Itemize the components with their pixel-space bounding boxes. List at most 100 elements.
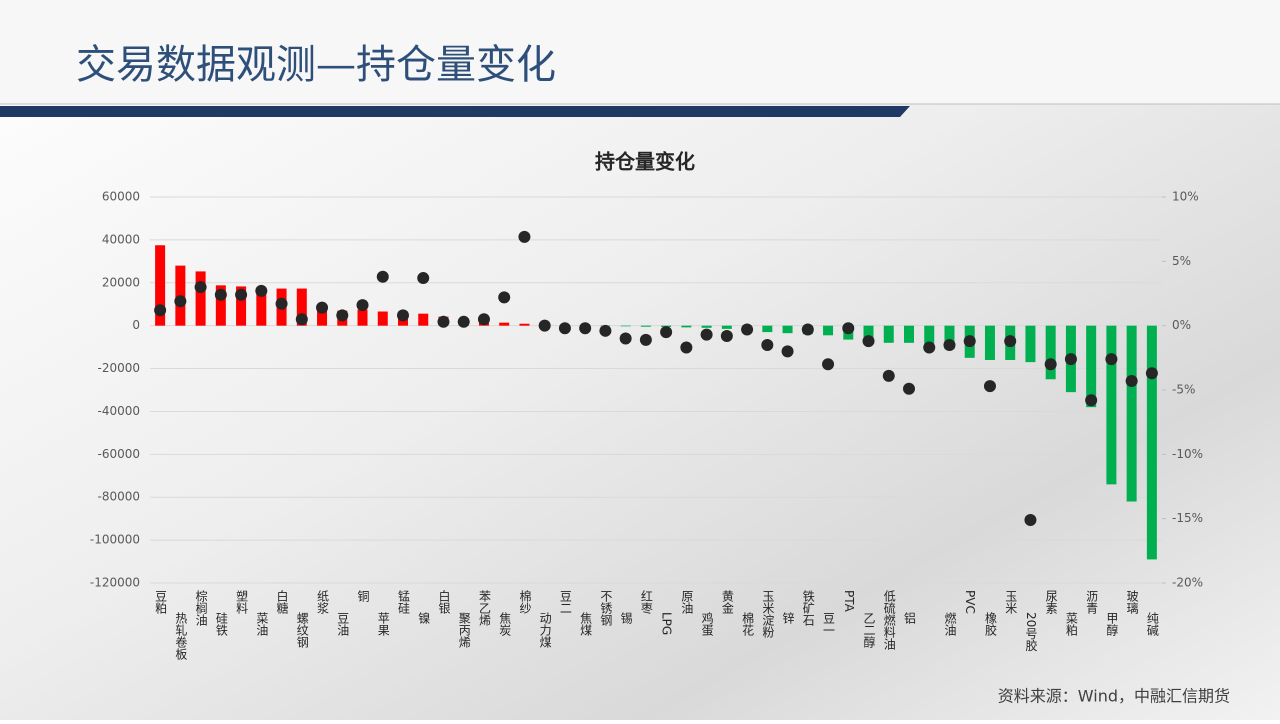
dot xyxy=(782,345,794,357)
bar xyxy=(641,326,651,327)
x-tick-label: 20号胶 xyxy=(1024,612,1038,652)
dot xyxy=(863,335,875,347)
dot xyxy=(903,383,915,395)
bar xyxy=(702,326,712,328)
dot xyxy=(1146,367,1158,379)
dot xyxy=(498,291,510,303)
x-tick-label: 菜油 xyxy=(255,612,269,636)
bar xyxy=(358,310,368,326)
dot xyxy=(984,380,996,392)
dot xyxy=(195,281,207,293)
bar xyxy=(418,314,428,326)
y-tick-label: -120000 xyxy=(90,576,140,590)
dot xyxy=(822,358,834,370)
x-tick-label: 低硫燃料油 xyxy=(882,590,896,650)
dot xyxy=(296,313,308,325)
dot xyxy=(276,298,288,310)
bar xyxy=(499,323,509,326)
x-tick-label: 原油 xyxy=(680,590,694,614)
dot xyxy=(761,339,773,351)
x-tick-label: 螺纹钢 xyxy=(295,612,309,648)
source-note: 资料来源：Wind，中融汇信期货 xyxy=(998,687,1230,706)
dot xyxy=(397,309,409,321)
y-tick-label: 20000 xyxy=(102,275,140,289)
dot xyxy=(701,329,713,341)
dot xyxy=(842,322,854,334)
y2-tick-label: 10% xyxy=(1172,190,1199,204)
x-tick-label: 黄金 xyxy=(720,590,734,614)
x-tick-label: 沥青 xyxy=(1085,590,1099,615)
x-tick-label: 焦煤 xyxy=(579,612,593,636)
dot xyxy=(964,335,976,347)
x-tick-label: 铝 xyxy=(903,611,917,624)
dot xyxy=(1085,394,1097,406)
chart-title: 持仓量变化 xyxy=(595,150,695,174)
dot xyxy=(1024,514,1036,526)
x-tick-label: LPG xyxy=(660,612,674,635)
dot xyxy=(883,370,895,382)
bar xyxy=(985,326,995,360)
dot xyxy=(640,334,652,346)
x-tick-label: 白银 xyxy=(437,589,451,614)
x-tick-label: 棉纱 xyxy=(518,590,532,614)
bar xyxy=(884,326,894,343)
bar xyxy=(621,326,631,327)
x-tick-label: 锰硅 xyxy=(397,589,411,614)
bar xyxy=(1147,326,1157,560)
dot xyxy=(660,326,672,338)
bar xyxy=(196,271,206,325)
y2-tick-label: -20% xyxy=(1172,576,1203,590)
dot xyxy=(1004,335,1016,347)
x-tick-label: 玻璃 xyxy=(1125,590,1139,615)
x-tick-label: 动力煤 xyxy=(538,612,552,648)
x-tick-label: 豆油 xyxy=(336,612,350,636)
x-tick-label: 纸浆 xyxy=(316,590,330,614)
dot xyxy=(539,320,551,332)
dot xyxy=(174,295,186,307)
x-tick-label: 豆一 xyxy=(822,612,836,636)
dot xyxy=(680,342,692,354)
x-tick-label: PTA xyxy=(842,590,856,613)
bar xyxy=(519,324,529,326)
dot xyxy=(1105,353,1117,365)
x-tick-label: 棉花 xyxy=(741,612,755,637)
x-tick-label: 镍 xyxy=(417,612,431,624)
y-tick-label: -60000 xyxy=(97,447,140,461)
dot xyxy=(1045,358,1057,370)
dot xyxy=(478,313,490,325)
x-tick-label: 豆二 xyxy=(558,590,572,614)
y-tick-label: -20000 xyxy=(97,361,140,375)
x-tick-label: 不锈钢 xyxy=(599,590,613,626)
x-tick-label: 菜粕 xyxy=(1064,612,1078,636)
x-tick-label: PVC xyxy=(963,590,977,614)
dot xyxy=(417,272,429,284)
dot xyxy=(215,289,227,301)
y2-tick-label: -15% xyxy=(1172,511,1203,525)
x-tick-label: 纯碱 xyxy=(1145,612,1159,637)
y-tick-label: 0 xyxy=(132,318,140,332)
dot xyxy=(721,330,733,342)
dot xyxy=(1126,375,1138,387)
x-tick-label: 燃油 xyxy=(943,611,957,636)
dot xyxy=(1065,353,1077,365)
x-tick-label: 锡 xyxy=(619,611,633,625)
x-tick-label: 锌 xyxy=(781,612,795,624)
bar xyxy=(1025,326,1035,362)
x-tick-label: 硅铁 xyxy=(214,612,228,636)
x-tick-label: 铁矿石 xyxy=(801,590,815,626)
dot xyxy=(559,322,571,334)
dot xyxy=(943,339,955,351)
bar xyxy=(762,326,772,332)
bar xyxy=(1127,326,1137,502)
x-tick-label: 豆粕 xyxy=(154,590,168,614)
dot xyxy=(255,285,267,297)
bar xyxy=(904,326,914,343)
y2-tick-label: 5% xyxy=(1172,254,1191,268)
dot xyxy=(518,231,530,243)
dot xyxy=(599,325,611,337)
dot xyxy=(437,316,449,328)
x-tick-label: 红枣 xyxy=(639,589,653,615)
x-tick-label: 甲醇 xyxy=(1105,612,1119,636)
x-tick-label: 聚丙烯 xyxy=(457,612,471,648)
